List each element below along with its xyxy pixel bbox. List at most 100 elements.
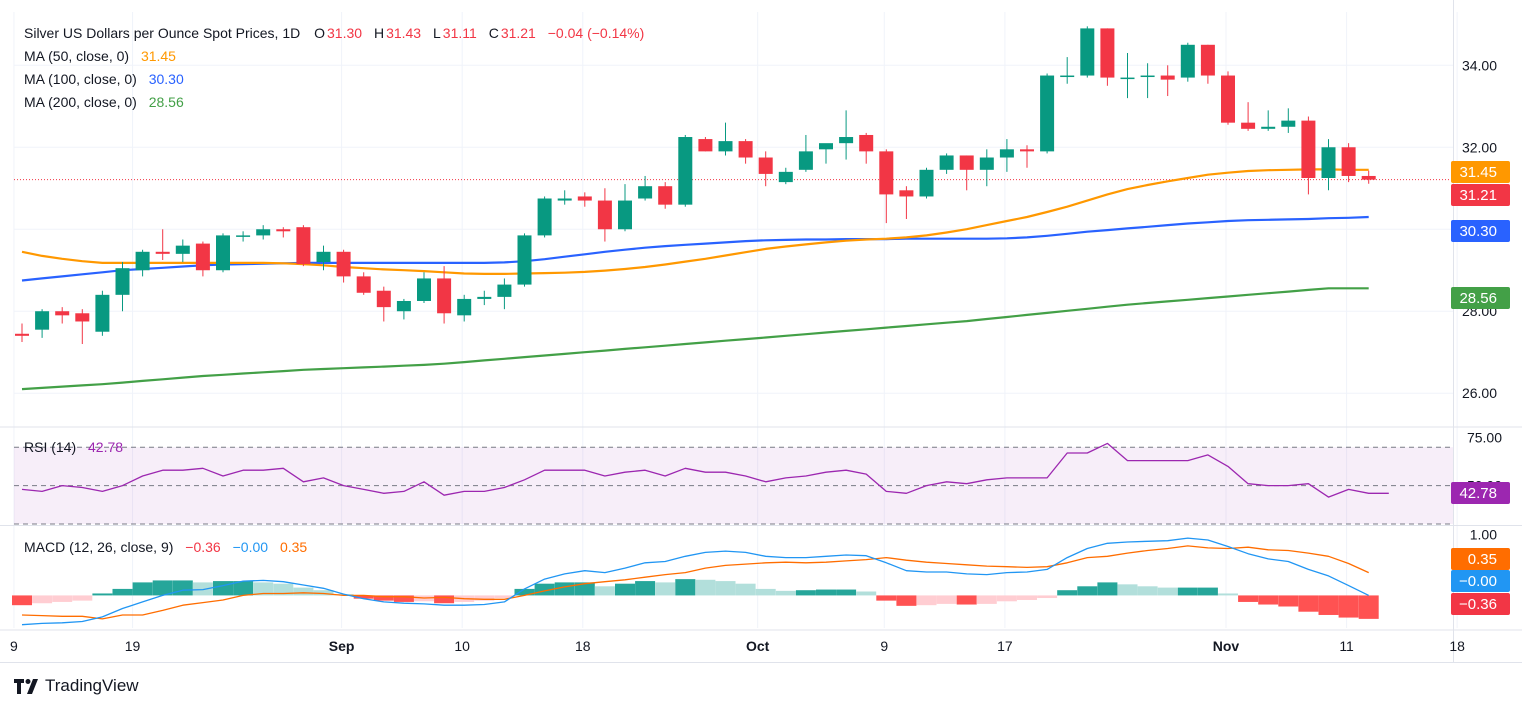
candle (638, 175, 653, 201)
candle-body (718, 141, 733, 152)
candle (1040, 73, 1055, 154)
macd-hist-bar (916, 595, 937, 606)
candle-body (396, 300, 411, 312)
candle (859, 132, 874, 164)
candle-body (979, 157, 994, 170)
time-axis-label: 11 (1339, 638, 1354, 654)
macd-hist-bar (1137, 586, 1158, 596)
candle-body (376, 290, 391, 308)
time-axis-label: 9 (880, 638, 888, 654)
macd-hist-bar (132, 582, 153, 596)
candle-body (195, 243, 210, 271)
candle-body (1100, 28, 1115, 78)
rsi-value-tag-text: 42.78 (1459, 485, 1497, 502)
candle (55, 307, 70, 324)
macd-legend[interactable]: MACD (12, 26, close, 9) −0.36 −0.00 0.35 (24, 539, 309, 555)
candle-body (296, 227, 311, 265)
candle (296, 225, 311, 267)
candle-body (1120, 77, 1135, 80)
macd-hist-bar (976, 595, 997, 604)
candle (678, 134, 693, 207)
macd-hist-bar (172, 580, 193, 596)
macd-legend-signal: 0.35 (279, 539, 308, 555)
macd-tick-label: 1.00 (1470, 526, 1497, 542)
candle-body (819, 143, 833, 150)
candle (1361, 170, 1376, 184)
candle (658, 182, 673, 209)
macd-hist-bar (996, 595, 1017, 602)
candle (819, 143, 833, 164)
candle (738, 139, 753, 164)
ma50-legend[interactable]: MA (50, close, 0) 31.45 (24, 48, 178, 64)
macd-hist-bar (876, 595, 897, 601)
macd-hist-bar (836, 589, 857, 596)
candle (959, 155, 974, 191)
macd-hist-bar (856, 591, 877, 596)
candle-body (175, 245, 190, 254)
candle-body (1080, 28, 1095, 76)
price-tick-label: 26.00 (1462, 385, 1497, 401)
high-label: H (373, 25, 385, 41)
macd-hist-bar (233, 581, 254, 596)
candle (236, 231, 251, 242)
candle-body (1301, 120, 1316, 179)
low-label: L (433, 25, 441, 41)
candle (497, 278, 512, 310)
candle (135, 249, 150, 277)
macd-hist-bar (293, 587, 314, 596)
chart-title: Silver US Dollars per Ounce Spot Prices,… (24, 25, 301, 41)
candle (356, 272, 371, 295)
candle-body (1241, 122, 1256, 129)
close-price-tag-bg (1451, 184, 1510, 206)
ma50-legend-value: 31.45 (140, 48, 176, 64)
low-value: 31.11 (442, 25, 477, 41)
candle-body (236, 235, 251, 237)
candle-body (1321, 147, 1336, 179)
candle (798, 134, 813, 172)
macd-hist-bar (1258, 595, 1279, 605)
candle-body (638, 186, 653, 199)
rsi-tick-label: 75.00 (1467, 430, 1502, 446)
rsi-legend-value: 42.78 (88, 439, 124, 455)
time-axis-label: 9 (10, 638, 18, 654)
grid (0, 0, 1522, 663)
tradingview-logo[interactable]: TradingView (14, 676, 139, 696)
candle-body (1281, 120, 1296, 127)
macd-hist-bar (594, 586, 615, 596)
candle (999, 139, 1014, 172)
macd-signal-tag: 0.35 (1451, 548, 1510, 570)
time-axis-label: 18 (575, 638, 591, 654)
ma100-price-tag-bg (1451, 220, 1510, 242)
candle (919, 167, 934, 199)
candle (155, 229, 170, 260)
candle (618, 184, 632, 232)
rsi-value-tag: 42.78 (1451, 482, 1510, 504)
macd-signal-tag-text: 0.35 (1468, 551, 1497, 568)
ma100-legend[interactable]: MA (100, close, 0) 30.30 (24, 71, 186, 87)
candle (1140, 63, 1155, 99)
macd-hist-bar (775, 590, 796, 596)
rsi-legend[interactable]: RSI (14) 42.78 (24, 439, 125, 455)
macd-legend-macd: −0.00 (232, 539, 269, 555)
macd-hist-bar (534, 583, 555, 596)
ma200-legend[interactable]: MA (200, close, 0) 28.56 (24, 94, 186, 110)
ma100-legend-label: MA (100, close, 0) (24, 71, 137, 87)
change-value: −0.04 (−0.14%) (547, 25, 645, 41)
candle (1301, 116, 1316, 195)
macd-hist-bar (574, 582, 595, 596)
candle (15, 323, 29, 342)
macd-hist-bar (152, 580, 173, 596)
candle (517, 233, 532, 287)
macd-hist-bar (1157, 587, 1178, 596)
macd-hist-bar (1358, 595, 1379, 619)
time-axis-label: Sep (329, 638, 355, 654)
candles (15, 26, 1376, 345)
macd-hist-bar (353, 595, 374, 599)
candle (879, 149, 894, 224)
candle (276, 227, 291, 238)
rsi-panel (14, 442, 1453, 525)
macd-hist-bar (373, 595, 394, 601)
candle-body (256, 229, 271, 236)
candle (537, 196, 552, 238)
